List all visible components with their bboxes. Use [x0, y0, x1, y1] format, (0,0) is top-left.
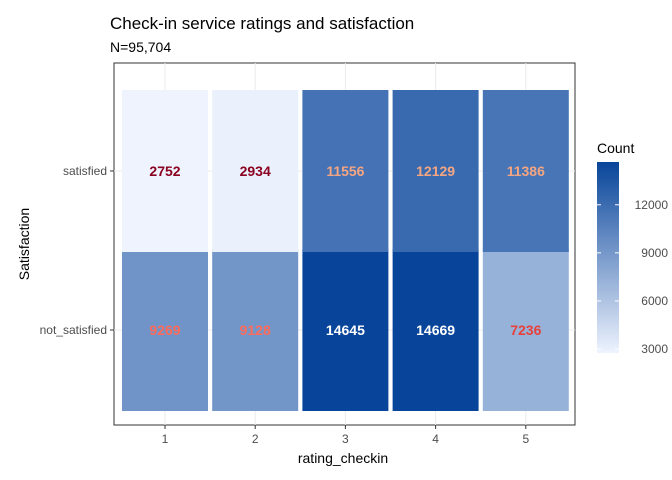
- x-tick-label: 2: [252, 432, 259, 446]
- legend-tick-label: 3000: [641, 342, 668, 356]
- x-axis-ticks: 1 2 3 4 5: [162, 425, 529, 446]
- heatmap-cells: 9269 9128 14645 14669 7236 2752 2934 11556 12129…: [122, 90, 569, 411]
- heatmap-cell: [302, 249, 389, 411]
- legend-colorbar: [597, 162, 619, 353]
- cell-value-label: 9269: [149, 322, 180, 338]
- heatmap-cell: [122, 90, 208, 252]
- y-axis-title: Satisfaction: [16, 208, 32, 280]
- cell-value-label: 11556: [326, 163, 364, 179]
- legend-tick-label: 12000: [635, 198, 669, 212]
- x-axis-title: rating_checkin: [298, 450, 388, 466]
- cell-value-label: 14645: [326, 322, 365, 338]
- y-tick-label: not_satisfied: [40, 323, 107, 337]
- heatmap-cell: [212, 90, 299, 252]
- cell-value-label: 9128: [240, 322, 271, 338]
- cell-value-label: 14669: [416, 322, 455, 338]
- y-tick-label: satisfied: [63, 164, 107, 178]
- heatmap-cell: [392, 249, 479, 411]
- heatmap-cell: [212, 249, 299, 411]
- cell-value-label: 2752: [149, 163, 180, 179]
- x-tick-label: 3: [342, 432, 349, 446]
- x-tick-label: 5: [522, 432, 529, 446]
- legend-ticks: 3000 6000 9000 12000: [597, 198, 668, 356]
- heatmap-cell: [392, 90, 479, 252]
- cell-value-label: 2934: [240, 163, 271, 179]
- heatmap-cell: [482, 90, 569, 252]
- chart-title: Check-in service ratings and satisfactio…: [110, 14, 414, 33]
- heatmap-cell: [122, 249, 208, 411]
- heatmap-cell: [482, 249, 569, 411]
- legend: Count 3000 6000 9000 12000: [597, 140, 668, 356]
- cell-value-label: 11386: [507, 163, 545, 179]
- x-tick-label: 1: [162, 432, 169, 446]
- x-tick-label: 4: [432, 432, 439, 446]
- chart-subtitle: N=95,704: [110, 39, 171, 55]
- cell-value-label: 12129: [416, 163, 455, 179]
- legend-title: Count: [597, 140, 634, 156]
- y-axis-ticks: not_satisfied satisfied: [40, 164, 114, 337]
- legend-tick-label: 9000: [641, 246, 668, 260]
- heatmap-cell: [302, 90, 389, 252]
- legend-tick-label: 6000: [641, 294, 668, 308]
- cell-value-label: 7236: [510, 322, 541, 338]
